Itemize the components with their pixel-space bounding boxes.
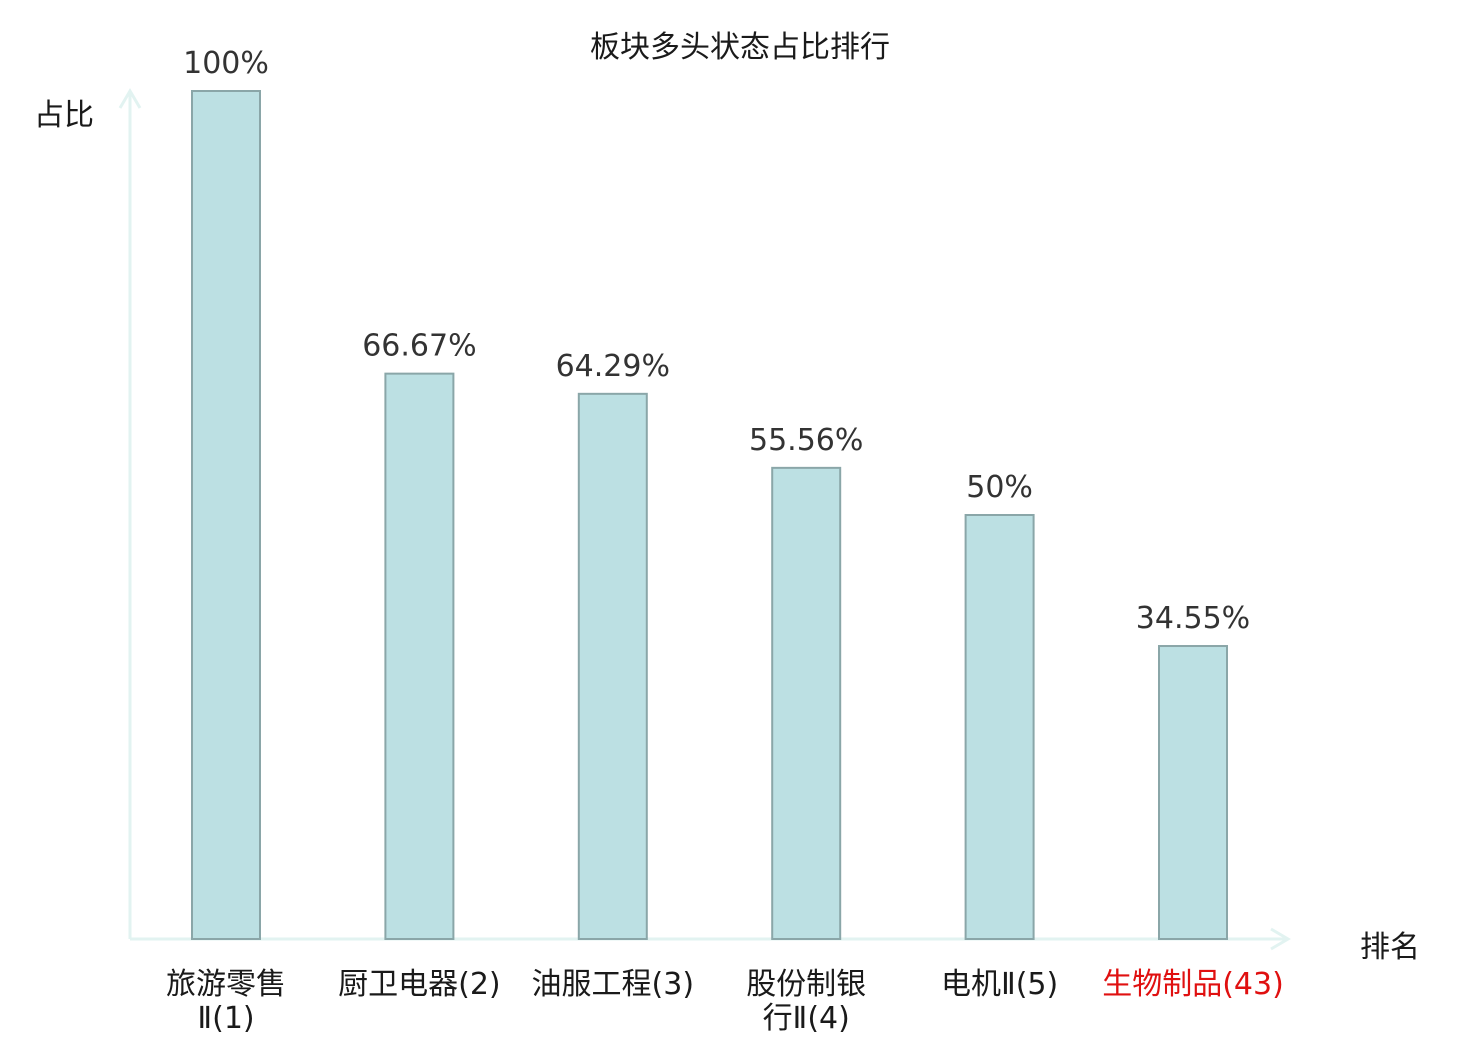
tick-label: 电机Ⅱ(5) bbox=[941, 967, 1058, 1002]
tick-label-line: 股份制银 bbox=[746, 967, 866, 1002]
data-label: 34.55% bbox=[1136, 601, 1250, 636]
bar bbox=[191, 90, 261, 940]
bar bbox=[577, 392, 648, 940]
tick-label-line: 生物制品(43) bbox=[1102, 967, 1284, 1002]
tick-label-line: 电机Ⅱ(5) bbox=[941, 967, 1058, 1002]
y-axis-arrow bbox=[118, 88, 142, 109]
x-axis-arrow bbox=[1270, 927, 1291, 951]
tick-label-line: 油服工程(3) bbox=[532, 967, 695, 1002]
tick-label-line: 旅游零售 bbox=[166, 967, 286, 1002]
x-axis-label: 排名 bbox=[1360, 930, 1420, 965]
tick-label: 生物制品(43) bbox=[1102, 967, 1284, 1002]
data-label: 100% bbox=[183, 46, 269, 81]
chart-title: 板块多头状态占比排行 bbox=[590, 30, 890, 65]
tick-label-line: Ⅱ(1) bbox=[197, 1001, 254, 1036]
tick-label-line: 厨卫电器(2) bbox=[338, 967, 501, 1002]
data-label: 64.29% bbox=[556, 349, 670, 384]
bar bbox=[771, 466, 842, 940]
tick-label-line: 行Ⅱ(4) bbox=[763, 1001, 850, 1036]
y-axis-label: 占比 bbox=[34, 98, 94, 133]
tick-label: 厨卫电器(2) bbox=[338, 967, 501, 1002]
tick-label: 股份制银行Ⅱ(4) bbox=[746, 967, 866, 1036]
tick-label: 油服工程(3) bbox=[532, 967, 695, 1002]
bar bbox=[384, 372, 455, 940]
bar bbox=[964, 514, 1035, 940]
tick-label: 旅游零售 Ⅱ(1) bbox=[166, 967, 286, 1036]
data-label: 50% bbox=[966, 470, 1033, 505]
data-label: 66.67% bbox=[362, 329, 476, 364]
bar bbox=[1158, 645, 1228, 940]
data-label: 55.56% bbox=[749, 423, 863, 458]
